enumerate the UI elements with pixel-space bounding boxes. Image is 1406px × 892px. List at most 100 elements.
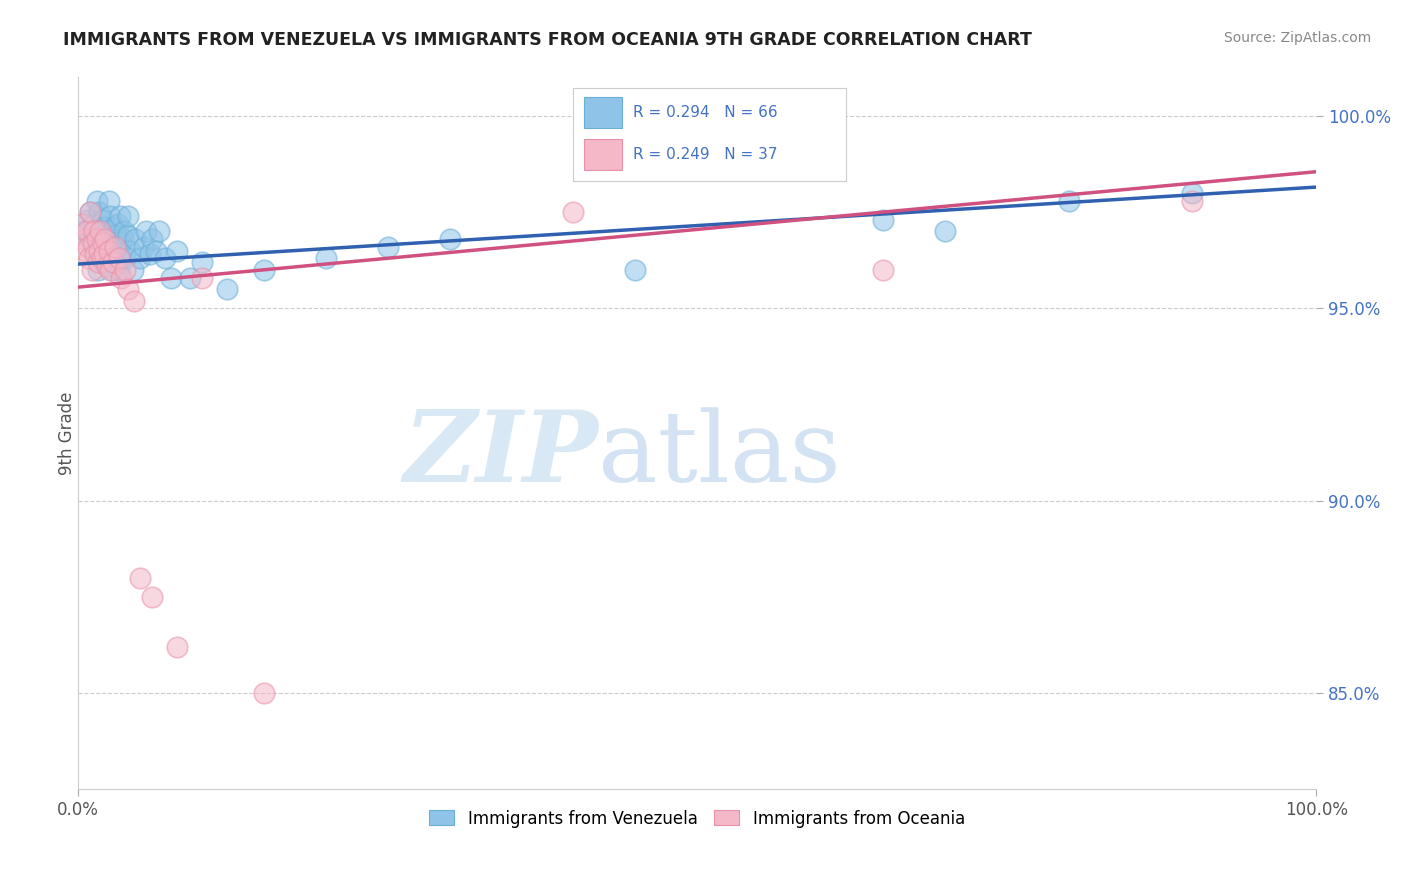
Point	[94, 220, 117, 235]
Point	[129, 252, 152, 266]
Text: IMMIGRANTS FROM VENEZUELA VS IMMIGRANTS FROM OCEANIA 9TH GRADE CORRELATION CHART: IMMIGRANTS FROM VENEZUELA VS IMMIGRANTS …	[63, 31, 1032, 49]
Point	[98, 194, 121, 208]
Point	[100, 262, 122, 277]
Point	[253, 686, 276, 700]
Point	[103, 220, 125, 235]
Point	[77, 252, 100, 266]
Point	[91, 232, 114, 246]
Point	[934, 224, 956, 238]
Point	[108, 252, 131, 266]
Point	[89, 224, 111, 238]
Text: ZIP: ZIP	[404, 407, 598, 503]
Point	[1181, 194, 1204, 208]
Text: Source: ZipAtlas.com: Source: ZipAtlas.com	[1223, 31, 1371, 45]
Point	[86, 240, 108, 254]
Point	[89, 224, 111, 238]
Point	[191, 270, 214, 285]
Point	[315, 252, 337, 266]
Point	[1057, 194, 1080, 208]
Point	[93, 255, 115, 269]
Point	[104, 232, 127, 246]
Point	[439, 232, 461, 246]
Point	[145, 244, 167, 258]
Point	[83, 224, 105, 238]
Point	[132, 240, 155, 254]
Point	[76, 224, 98, 238]
Point	[166, 244, 188, 258]
Point	[84, 247, 107, 261]
Point	[135, 224, 157, 238]
Point	[110, 270, 132, 285]
Point	[93, 247, 115, 261]
Point	[77, 240, 100, 254]
Point	[86, 194, 108, 208]
Point	[82, 244, 104, 258]
Point	[112, 224, 135, 238]
Point	[122, 293, 145, 308]
Point	[562, 205, 585, 219]
Point	[124, 232, 146, 246]
Point	[98, 228, 121, 243]
Point	[624, 262, 647, 277]
Point	[191, 255, 214, 269]
Point	[166, 640, 188, 654]
Point	[1181, 186, 1204, 200]
Point	[107, 217, 129, 231]
Point	[114, 252, 136, 266]
Point	[70, 217, 93, 231]
Point	[80, 262, 103, 277]
Point	[98, 262, 121, 277]
Point	[117, 282, 139, 296]
Point	[117, 228, 139, 243]
Point	[153, 252, 176, 266]
Point	[101, 244, 124, 258]
Point	[104, 240, 127, 254]
Point	[121, 262, 143, 277]
Point	[160, 270, 183, 285]
Point	[139, 247, 162, 261]
Point	[108, 209, 131, 223]
Text: atlas: atlas	[598, 407, 841, 502]
Point	[96, 247, 118, 261]
Point	[91, 212, 114, 227]
Point	[107, 240, 129, 254]
Point	[96, 259, 118, 273]
Point	[872, 212, 894, 227]
Point	[87, 262, 110, 277]
Point	[77, 212, 100, 227]
Point	[94, 232, 117, 246]
Legend: Immigrants from Venezuela, Immigrants from Oceania: Immigrants from Venezuela, Immigrants fr…	[423, 803, 972, 834]
Point	[79, 232, 101, 246]
Point	[98, 255, 121, 269]
Point	[91, 235, 114, 250]
Point	[89, 244, 111, 258]
Point	[377, 240, 399, 254]
Point	[872, 262, 894, 277]
Point	[73, 224, 96, 238]
Point	[79, 205, 101, 219]
Point	[79, 205, 101, 219]
Point	[104, 252, 127, 266]
Point	[111, 232, 134, 246]
Point	[120, 244, 142, 258]
Point	[253, 262, 276, 277]
Point	[97, 240, 120, 254]
Y-axis label: 9th Grade: 9th Grade	[58, 392, 76, 475]
Point	[90, 252, 112, 266]
Point	[110, 235, 132, 250]
Point	[148, 224, 170, 238]
Point	[97, 224, 120, 238]
Point	[108, 262, 131, 277]
Point	[87, 255, 110, 269]
Point	[89, 205, 111, 219]
Point	[86, 232, 108, 246]
Point	[82, 235, 104, 250]
Point	[141, 590, 163, 604]
Point	[129, 571, 152, 585]
Point	[105, 228, 128, 243]
Point	[83, 217, 105, 231]
Point	[114, 262, 136, 277]
Point	[215, 282, 238, 296]
Point	[94, 235, 117, 250]
Point	[141, 232, 163, 246]
